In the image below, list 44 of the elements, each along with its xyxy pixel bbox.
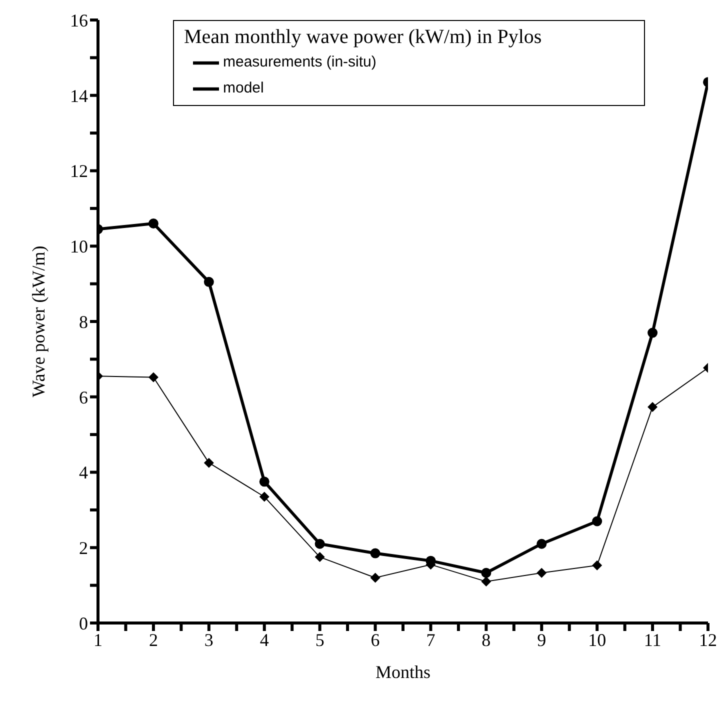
point	[481, 576, 492, 587]
y-tick-label: 8	[79, 312, 88, 332]
x-tick-label: 1	[94, 630, 102, 650]
point	[148, 372, 158, 382]
point	[259, 476, 270, 487]
x-tick-label: 4	[260, 630, 269, 650]
legend-label: model	[223, 80, 264, 97]
point	[204, 276, 214, 287]
x-tick-label: 8	[482, 630, 491, 650]
legend-title: Mean monthly wave power (kW/m) in Pylos	[184, 25, 543, 49]
point	[204, 458, 214, 468]
y-tick-label: 2	[79, 538, 88, 558]
point	[592, 560, 602, 570]
y-tick-label: 12	[70, 161, 88, 182]
y-tick-label: 6	[79, 387, 88, 408]
x-tick-label: 5	[315, 630, 324, 650]
y-axis-title: Wave power (kW/m)	[28, 246, 48, 398]
point	[648, 328, 658, 338]
point	[536, 538, 547, 549]
point	[314, 552, 325, 562]
x-axis-title: Months	[375, 662, 431, 682]
x-tick-label: 6	[370, 630, 380, 650]
point	[481, 568, 492, 578]
x-tick-label: 3	[204, 630, 214, 650]
y-tick-label: 10	[70, 236, 88, 257]
point	[648, 402, 658, 412]
point	[536, 568, 547, 578]
y-tick-label: 4	[79, 462, 88, 483]
x-tick-label: 2	[148, 630, 158, 650]
point	[592, 516, 602, 526]
x-tick-label: 11	[644, 630, 662, 650]
point	[259, 492, 270, 502]
x-tick-label: 7	[426, 630, 436, 650]
y-tick-label: 16	[70, 10, 88, 30]
x-tick-label: 12	[699, 630, 717, 650]
legend-label: measurements (in-situ)	[223, 54, 376, 71]
x-tick-label: 9	[537, 630, 546, 650]
x-tick-label: 10	[588, 630, 606, 650]
point	[370, 548, 380, 558]
y-tick-label: 0	[79, 613, 88, 634]
point	[370, 572, 380, 583]
y-tick-label: 14	[70, 86, 88, 106]
point	[314, 538, 325, 549]
point	[148, 218, 158, 229]
